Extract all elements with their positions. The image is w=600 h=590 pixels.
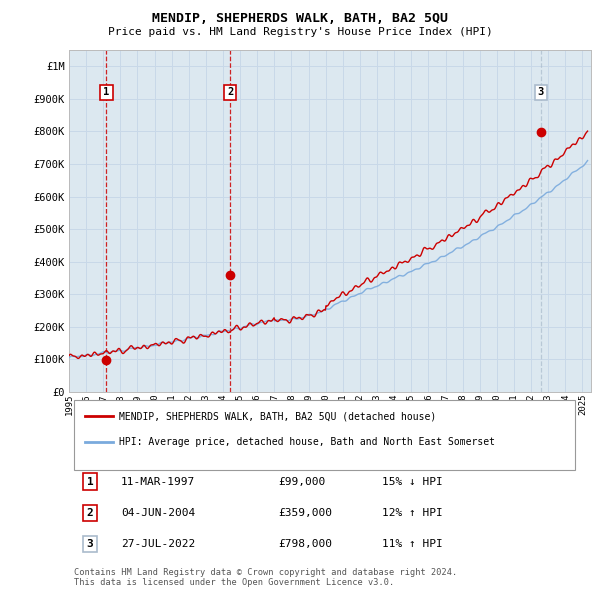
- Text: 3: 3: [86, 539, 93, 549]
- Text: 2: 2: [227, 87, 233, 97]
- Text: 12% ↑ HPI: 12% ↑ HPI: [382, 508, 443, 518]
- Text: Contains HM Land Registry data © Crown copyright and database right 2024.
This d: Contains HM Land Registry data © Crown c…: [74, 568, 457, 587]
- Text: 3: 3: [538, 87, 544, 97]
- Text: 11-MAR-1997: 11-MAR-1997: [121, 477, 196, 487]
- Text: £798,000: £798,000: [278, 539, 332, 549]
- Text: 04-JUN-2004: 04-JUN-2004: [121, 508, 196, 518]
- Text: 2: 2: [86, 508, 93, 518]
- Text: 1: 1: [103, 87, 110, 97]
- Text: 11% ↑ HPI: 11% ↑ HPI: [382, 539, 443, 549]
- Text: 27-JUL-2022: 27-JUL-2022: [121, 539, 196, 549]
- Text: MENDIP, SHEPHERDS WALK, BATH, BA2 5QU: MENDIP, SHEPHERDS WALK, BATH, BA2 5QU: [152, 12, 448, 25]
- Text: £99,000: £99,000: [278, 477, 325, 487]
- Text: 1: 1: [86, 477, 93, 487]
- Text: £359,000: £359,000: [278, 508, 332, 518]
- Text: HPI: Average price, detached house, Bath and North East Somerset: HPI: Average price, detached house, Bath…: [119, 437, 494, 447]
- Text: 15% ↓ HPI: 15% ↓ HPI: [382, 477, 443, 487]
- Text: MENDIP, SHEPHERDS WALK, BATH, BA2 5QU (detached house): MENDIP, SHEPHERDS WALK, BATH, BA2 5QU (d…: [119, 411, 436, 421]
- Text: Price paid vs. HM Land Registry's House Price Index (HPI): Price paid vs. HM Land Registry's House …: [107, 28, 493, 37]
- FancyBboxPatch shape: [74, 399, 575, 470]
